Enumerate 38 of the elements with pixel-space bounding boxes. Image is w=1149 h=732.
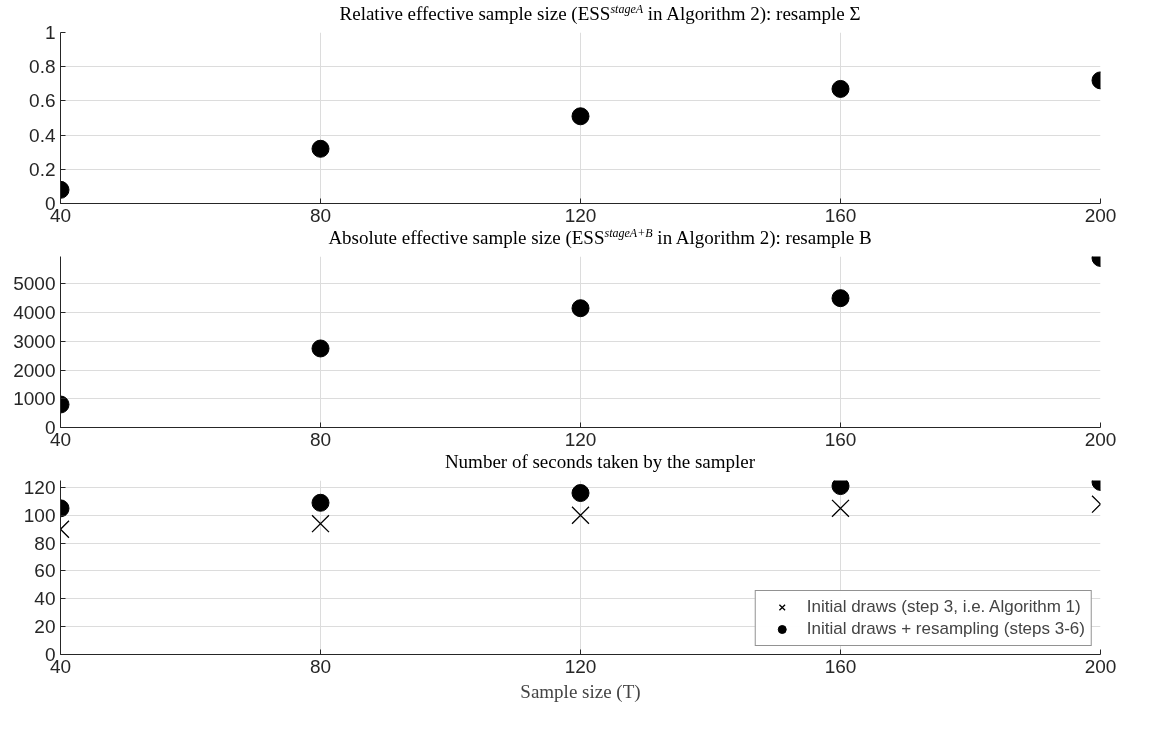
legend-label: Initial draws + resampling (steps 3-6) bbox=[806, 619, 1085, 639]
x-tick-label: 120 bbox=[564, 655, 597, 677]
point bbox=[311, 339, 330, 358]
y-tick-label: 0.6 bbox=[29, 90, 56, 112]
y-tick-label: 0.8 bbox=[29, 56, 56, 78]
point bbox=[831, 289, 850, 308]
x-tick-label: 80 bbox=[309, 204, 332, 226]
x-tick-label: 200 bbox=[1084, 428, 1117, 450]
x-tick-label: 200 bbox=[1084, 655, 1117, 677]
y-tick-label: 2000 bbox=[13, 359, 56, 381]
x-axis-title: Sample size (T) bbox=[520, 680, 641, 703]
y-tick-label: 100 bbox=[23, 504, 56, 526]
legend-label: Initial draws (step 3, i.e. Algorithm 1) bbox=[806, 597, 1081, 617]
point bbox=[571, 107, 590, 126]
y-tick-label: 1000 bbox=[13, 388, 56, 410]
y-tick-label: 60 bbox=[34, 560, 56, 582]
x-tick-label: 160 bbox=[824, 204, 857, 226]
y-tick-label: 0.2 bbox=[29, 158, 56, 180]
y-tick-label: 5000 bbox=[13, 273, 56, 295]
point bbox=[571, 299, 590, 318]
chart-title: Number of seconds taken by the sampler bbox=[443, 450, 757, 474]
chart-title: Absolute effective sample size (ESS$^{stageA+B}$ in Algorithm 2): resample B bbox=[327, 224, 873, 250]
y-tick-label: 0.4 bbox=[29, 124, 56, 146]
x-tick-label: 80 bbox=[309, 428, 332, 450]
x-tick-label: 80 bbox=[309, 655, 332, 677]
y-tick-label: 4000 bbox=[13, 302, 56, 324]
y-tick-label: 120 bbox=[23, 476, 56, 498]
x-tick-label: 160 bbox=[824, 428, 857, 450]
y-tick-label: 3000 bbox=[13, 330, 56, 352]
x-tick-label: 200 bbox=[1084, 204, 1117, 226]
x-tick-label: 120 bbox=[564, 204, 597, 226]
y-tick-label: 1 bbox=[44, 22, 56, 43]
y-tick-label: 20 bbox=[34, 616, 56, 638]
x-tick-label: 160 bbox=[824, 655, 857, 677]
chart-title: Relative effective sample size (ESS$^{stageA}$ in Algorithm 2): resample Σ bbox=[338, 0, 862, 26]
y-tick-label: 80 bbox=[34, 532, 56, 554]
y-tick-label: 40 bbox=[34, 588, 56, 610]
x-tick-label: 120 bbox=[564, 428, 597, 450]
